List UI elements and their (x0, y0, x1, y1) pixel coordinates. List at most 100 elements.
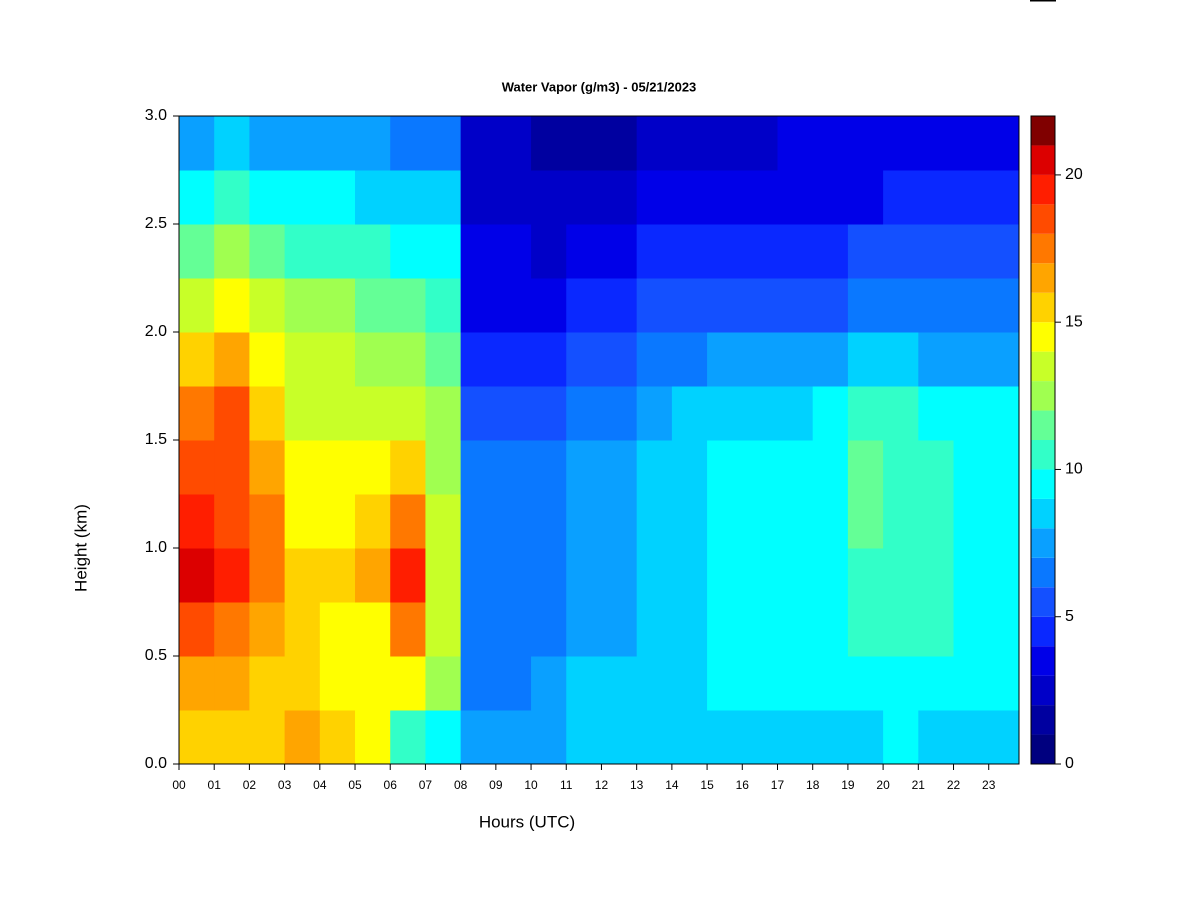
heatmap-cell (566, 116, 602, 171)
heatmap-cell (847, 116, 884, 171)
heatmap-cell (918, 602, 955, 657)
heatmap-cell (953, 440, 990, 495)
heatmap-cell (777, 116, 814, 171)
heatmap-cell (566, 710, 602, 765)
heatmap-cell (812, 710, 849, 765)
heatmap-cell (707, 332, 743, 387)
heatmap-cell (883, 548, 919, 603)
heatmap-cell (566, 170, 602, 225)
heatmap-cell (425, 710, 462, 765)
heatmap-cell (707, 440, 743, 495)
heatmap-cell (707, 116, 743, 171)
heatmap-cell (671, 440, 708, 495)
heatmap-cell (988, 170, 1020, 225)
heatmap-cell (460, 602, 497, 657)
heatmap-cell (742, 656, 778, 711)
heatmap-cell (495, 170, 532, 225)
colorbar-band (1031, 675, 1055, 706)
heatmap-cell (601, 170, 638, 225)
heatmap-cell (883, 170, 919, 225)
heatmap-cell (214, 116, 250, 171)
heatmap-cell (918, 170, 955, 225)
heatmap-cell (988, 278, 1020, 333)
heatmap-cell (601, 440, 638, 495)
heatmap-cell (284, 710, 321, 765)
heatmap-cell (777, 710, 814, 765)
heatmap-cell (812, 440, 849, 495)
heatmap-cell (742, 278, 778, 333)
colorbar-band (1031, 646, 1055, 676)
x-tick-label: 16 (736, 778, 750, 792)
heatmap-cell (531, 278, 567, 333)
heatmap-cell (495, 710, 532, 765)
heatmap-cell (953, 548, 990, 603)
heatmap-cell (214, 170, 250, 225)
heatmap-cell (179, 548, 215, 603)
heatmap-cell (390, 116, 426, 171)
heatmap-cell (390, 602, 426, 657)
heatmap-cell (742, 170, 778, 225)
heatmap-cell (179, 116, 215, 171)
heatmap-cell (707, 224, 743, 279)
heatmap-cell (179, 332, 215, 387)
heatmap-cell (460, 710, 497, 765)
x-tick-label: 05 (348, 778, 362, 792)
heatmap-cell (425, 278, 462, 333)
heatmap-cell (636, 116, 673, 171)
heatmap-cell (777, 224, 814, 279)
x-tick-label: 21 (912, 778, 926, 792)
heatmap-cell (355, 548, 391, 603)
heatmap-cell (460, 656, 497, 711)
x-tick-label: 02 (243, 778, 257, 792)
heatmap-cell (319, 548, 356, 603)
heatmap-cell (460, 224, 497, 279)
y-tick-label: 0.5 (145, 647, 167, 664)
heatmap-cell (601, 386, 638, 441)
heatmap-cell (390, 170, 426, 225)
heatmap-cell (918, 224, 955, 279)
heatmap-cell (601, 224, 638, 279)
heatmap-cell (918, 548, 955, 603)
heatmap-cell (249, 224, 286, 279)
heatmap-cell (883, 710, 919, 765)
colorbar-band (1031, 351, 1055, 382)
heatmap-cell (531, 170, 567, 225)
x-tick-label: 07 (419, 778, 433, 792)
heatmap-cell (425, 170, 462, 225)
heatmap-cell (566, 656, 602, 711)
heatmap-cell (883, 116, 919, 171)
heatmap-cell (425, 386, 462, 441)
heatmap-cell (847, 602, 884, 657)
x-tick-label: 20 (876, 778, 890, 792)
heatmap-cell (284, 386, 321, 441)
heatmap-cell (812, 656, 849, 711)
heatmap-cell (179, 710, 215, 765)
heatmap-cell (284, 548, 321, 603)
heatmap-cell (249, 440, 286, 495)
heatmap-cell (777, 170, 814, 225)
heatmap-cell (742, 440, 778, 495)
heatmap-cell (214, 386, 250, 441)
heatmap-cell (531, 440, 567, 495)
y-axis-label: Height (km) (71, 504, 90, 592)
heatmap-cell (953, 710, 990, 765)
x-tick-label: 04 (313, 778, 327, 792)
heatmap-cell (531, 602, 567, 657)
heatmap-cell (918, 440, 955, 495)
heatmap-cell (812, 602, 849, 657)
heatmap-cell (319, 494, 356, 549)
heatmap-cell (636, 386, 673, 441)
heatmap-cell (988, 656, 1020, 711)
heatmap-cell (707, 656, 743, 711)
heatmap-cell (495, 548, 532, 603)
colorbar-band (1031, 204, 1055, 234)
heatmap-cell (988, 332, 1020, 387)
heatmap-cell (601, 278, 638, 333)
chart-title: Water Vapor (g/m3) - 05/21/2023 (502, 79, 697, 94)
heatmap-cell (319, 386, 356, 441)
heatmap-cell (390, 224, 426, 279)
heatmap-cell (601, 710, 638, 765)
heatmap-cell (495, 386, 532, 441)
